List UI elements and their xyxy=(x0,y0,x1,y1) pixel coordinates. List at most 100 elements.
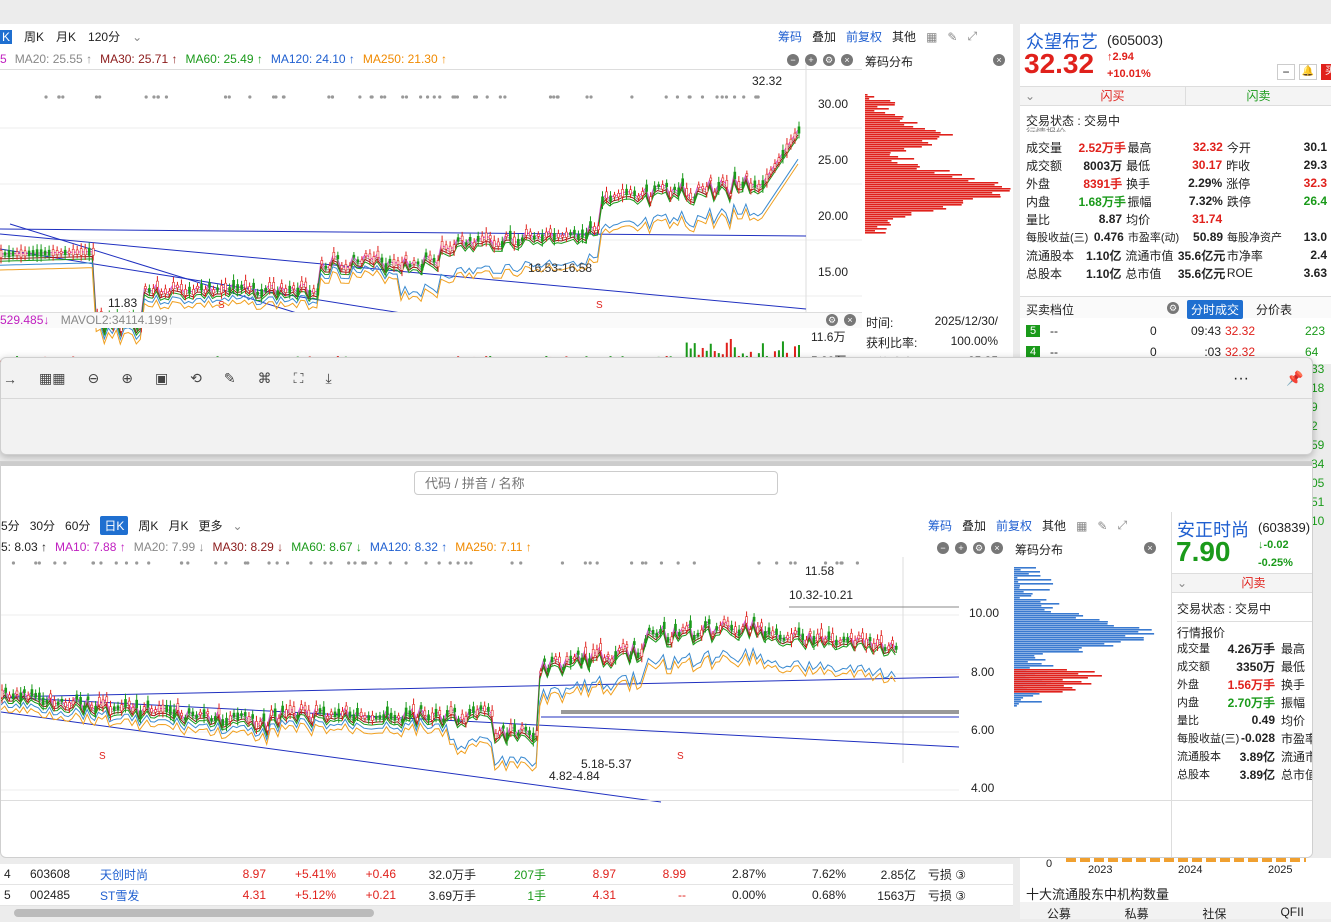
draw-icon[interactable]: ✎ xyxy=(947,30,957,44)
event-dot xyxy=(561,561,564,564)
quote-row: 内盘1.68万手振幅7.32%跌停26.4 xyxy=(1026,192,1331,210)
period-tab[interactable]: 月K xyxy=(168,517,188,534)
scan-icon[interactable]: ⛶ xyxy=(294,370,304,387)
markup-icon[interactable]: ✎ xyxy=(224,370,236,387)
grid-icon[interactable]: ▦ xyxy=(1076,519,1087,533)
quick-sell-button[interactable]: 闪卖 xyxy=(1192,574,1313,592)
tab-private-fund[interactable]: 私募 xyxy=(1098,902,1176,919)
arrow-right-icon[interactable]: → xyxy=(3,371,17,387)
overlay-button[interactable]: 叠加 xyxy=(812,28,836,45)
draw-icon[interactable]: ✎ xyxy=(1097,519,1107,533)
candle-body xyxy=(757,627,759,633)
chevron-down-icon[interactable]: ⌄ xyxy=(1172,574,1192,592)
candle-body xyxy=(742,627,744,629)
chips-button[interactable]: 筹码 xyxy=(928,517,952,534)
period-tab[interactable]: 5分 xyxy=(1,517,20,534)
candle-body xyxy=(373,257,375,263)
bell-icon[interactable]: 🔔 xyxy=(1299,64,1317,80)
screenshot-toolbar: → ▦▦ ⊖ ⊕ ▣ ⟲ ✎ ⌘ ⛶ ⤓ ··· 📌 xyxy=(0,357,1313,455)
adjust-button[interactable]: 前复权 xyxy=(996,517,1032,534)
rotate-icon[interactable]: ⟲ xyxy=(190,370,202,387)
chip-bar xyxy=(1014,645,1113,647)
minus-icon[interactable]: − xyxy=(937,542,949,554)
translate-icon[interactable]: ⌘ xyxy=(258,370,272,387)
chip-bar xyxy=(865,174,962,176)
close-icon[interactable]: × xyxy=(1144,542,1156,554)
chevron-down-icon[interactable]: ⌄ xyxy=(132,30,142,44)
quick-sell-button[interactable]: 闪卖 xyxy=(1185,87,1331,105)
chip-bar xyxy=(1014,579,1051,581)
gear-icon[interactable]: ⚙ xyxy=(1167,302,1179,314)
close-icon[interactable]: × xyxy=(844,314,856,326)
overlay-button[interactable]: 叠加 xyxy=(962,517,986,534)
candle-body xyxy=(698,185,700,188)
fit-icon[interactable]: ▣ xyxy=(155,370,168,387)
bottom-ma-legend: 5: 8.03 ↑MA10: 7.88 ↑MA20: 7.99 ↓MA30: 8… xyxy=(1,540,532,554)
more-tab[interactable]: 更多 xyxy=(198,517,222,534)
period-tab[interactable]: 60分 xyxy=(65,517,90,534)
plus-icon[interactable]: + xyxy=(955,542,967,554)
more-icon[interactable]: ··· xyxy=(1233,370,1249,388)
other-button[interactable]: 其他 xyxy=(1042,517,1066,534)
candle-body xyxy=(611,659,613,663)
gear-icon[interactable]: ⚙ xyxy=(973,542,985,554)
zoom-out-icon[interactable]: ⊖ xyxy=(87,370,99,387)
candle-body xyxy=(561,235,563,237)
chip-bar xyxy=(865,134,953,136)
tab-public-fund[interactable]: 公募 xyxy=(1020,902,1098,919)
chip-bar xyxy=(1014,587,1019,589)
zoom-in-icon[interactable]: ⊕ xyxy=(121,370,133,387)
event-dot xyxy=(389,561,392,564)
minus-icon[interactable]: − xyxy=(1277,64,1295,80)
tab-qfii[interactable]: QFII xyxy=(1253,902,1331,919)
chip-bar xyxy=(865,164,918,166)
period-tab[interactable]: 120分 xyxy=(88,28,120,45)
chip-bar xyxy=(1014,689,1076,691)
chevron-down-icon[interactable]: ⌄ xyxy=(1020,87,1040,105)
chip-bar xyxy=(1014,653,1043,655)
period-tab-active[interactable]: 日K xyxy=(100,516,128,535)
chip-bar xyxy=(865,110,874,112)
event-dot xyxy=(499,95,502,98)
period-tab[interactable]: 周K xyxy=(24,28,44,45)
candle-body xyxy=(57,702,59,705)
quote-value: 3.89亿 xyxy=(1225,748,1275,765)
chip-bar xyxy=(865,184,995,186)
candle-body xyxy=(880,636,882,643)
bottom-candle-chart[interactable]: SS xyxy=(1,557,1012,802)
table-row[interactable]: 5002485ST雪发4.31+5.12%+0.213.69万手1手4.31--… xyxy=(0,885,1013,906)
period-tab[interactable]: 月K xyxy=(56,28,76,45)
close-icon[interactable]: × xyxy=(991,542,1003,554)
download-icon[interactable]: ⤓ xyxy=(325,370,331,387)
price-label: 10.00 xyxy=(969,606,999,620)
chip-bar xyxy=(1014,591,1024,593)
chips-button[interactable]: 筹码 xyxy=(778,28,802,45)
period-tab[interactable]: 周K xyxy=(138,517,158,534)
candle-body xyxy=(457,719,459,722)
grid-icon[interactable]: ▦▦ xyxy=(39,370,65,387)
close-icon[interactable]: × xyxy=(993,54,1005,66)
candle-body xyxy=(98,697,100,705)
tab-price-table[interactable]: 分价表 xyxy=(1256,301,1292,318)
pin-icon[interactable]: 📌 xyxy=(1286,370,1303,387)
tab-social-security[interactable]: 社保 xyxy=(1176,902,1254,919)
fullscreen-icon[interactable]: ⤢ xyxy=(1117,518,1127,533)
table-row[interactable]: 4603608天创时尚8.97+5.41%+0.4632.0万手207手8.97… xyxy=(0,864,1013,885)
grid-icon[interactable]: ▦ xyxy=(926,30,937,44)
quick-buy-button[interactable]: 闪买 xyxy=(1040,87,1185,105)
candle-body xyxy=(727,621,729,626)
ma-line xyxy=(1,624,895,742)
candle-body xyxy=(441,241,443,249)
other-button[interactable]: 其他 xyxy=(892,28,916,45)
candle-body xyxy=(1,690,3,698)
period-tab[interactable]: K xyxy=(0,30,12,44)
adjust-button[interactable]: 前复权 xyxy=(846,28,882,45)
search-input[interactable] xyxy=(414,471,778,495)
period-tab[interactable]: 30分 xyxy=(30,517,55,534)
buy-button[interactable]: 买 xyxy=(1321,64,1331,80)
tab-ticks[interactable]: 分时成交 xyxy=(1187,300,1243,319)
h-scrollbar[interactable] xyxy=(14,909,374,917)
gear-icon[interactable]: ⚙ xyxy=(826,314,838,326)
fullscreen-icon[interactable]: ⤢ xyxy=(967,29,977,44)
chevron-down-icon[interactable]: ⌄ xyxy=(232,519,242,533)
